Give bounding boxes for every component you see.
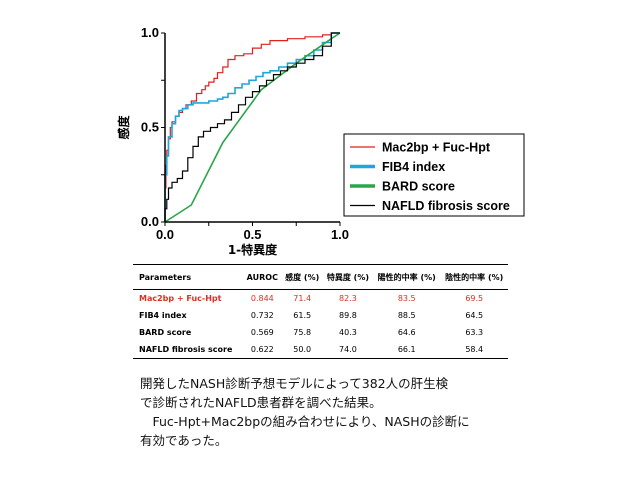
x-axis-title: 1-特異度 [228, 242, 278, 257]
roc-line-4 [164, 32, 340, 222]
row-parameter: FIB4 index [139, 311, 187, 320]
caption-line: 有効であった。 [140, 433, 228, 448]
y-tick-label: 0.5 [141, 120, 159, 135]
row-npv: 58.4 [465, 345, 484, 354]
legend-label: BARD score [382, 180, 455, 194]
row-specificity: 74.0 [339, 345, 357, 354]
roc-line-1 [164, 32, 340, 222]
row-auroc: 0.732 [250, 311, 274, 320]
legend-label: FIB4 index [382, 160, 445, 174]
row-auroc: 0.569 [250, 328, 274, 337]
roc-line-2 [164, 32, 340, 222]
caption-line: で診断されたNAFLD患者群を調べた結果。 [140, 395, 382, 410]
x-tick-label: 0.5 [243, 227, 261, 242]
legend-label: NAFLD fibrosis score [382, 199, 510, 213]
row-sensitivity: 75.8 [293, 328, 312, 337]
row-specificity: 89.8 [339, 311, 357, 320]
y-tick-label: 0.0 [141, 214, 159, 229]
row-sensitivity: 50.0 [293, 345, 312, 354]
row-ppv: 64.6 [397, 328, 416, 337]
row-sensitivity: 61.5 [293, 311, 312, 320]
x-tick-label: 1.0 [331, 227, 349, 242]
caption-line: Fuc-Hpt+Mac2bpの組み合わせにより、NASHの診断に [140, 414, 470, 429]
y-axis-title: 感度 [116, 115, 131, 140]
header-npv: 陰性的中率 (%) [445, 272, 504, 282]
legend: Mac2bp + Fuc-Hpt FIB4 index BARD score NAFL… [343, 133, 525, 217]
row-specificity: 82.3 [339, 294, 357, 303]
table-row: Mac2bp + Fuc-Hpt 0.844 71.4 82.3 83.5 69… [133, 290, 508, 308]
plot-area [164, 32, 341, 223]
table-row: NAFLD fibrosis score 0.622 50.0 74.0 66.… [133, 341, 508, 359]
x-tick-label: 0.0 [156, 227, 174, 242]
header-specificity: 特異度 (%) [326, 272, 369, 282]
header-auroc: AUROC [246, 272, 278, 282]
row-specificity: 40.3 [339, 328, 357, 337]
axes: 0.0 0.5 1.0 0.0 0.5 1.0 1-特異度 感度 [116, 25, 349, 257]
row-parameter: BARD score [139, 328, 192, 337]
header-parameters: Parameters [139, 272, 192, 282]
caption-line: 開発したNASH診断予想モデルによって382人の肝生検 [140, 376, 449, 391]
roc-chart: 0.0 0.5 1.0 0.0 0.5 1.0 1-特異度 感度 Mac2bp + Fuc-H… [116, 25, 525, 257]
roc-line-3 [164, 32, 341, 223]
row-ppv: 83.5 [397, 294, 416, 303]
table-row: FIB4 index 0.732 61.5 89.8 88.5 64.5 [133, 307, 508, 324]
row-npv: 64.5 [465, 311, 484, 320]
row-npv: 63.3 [465, 328, 484, 337]
performance-table: Parameters AUROC 感度 (%) 特異度 (%) 陽性的中率 (%… [133, 264, 508, 359]
row-ppv: 66.1 [397, 345, 416, 354]
table-header-row: Parameters AUROC 感度 (%) 特異度 (%) 陽性的中率 (%… [133, 264, 508, 290]
row-ppv: 88.5 [397, 311, 416, 320]
header-sensitivity: 感度 (%) [285, 272, 320, 282]
caption: 開発したNASH診断予想モデルによって382人の肝生検 で診断されたNAFLD患… [140, 374, 540, 450]
row-auroc: 0.844 [250, 294, 274, 303]
row-auroc: 0.622 [250, 345, 274, 354]
legend-label: Mac2bp + Fuc-Hpt [382, 141, 491, 155]
row-parameter: Mac2bp + Fuc-Hpt [139, 294, 222, 303]
row-sensitivity: 71.4 [293, 294, 312, 303]
y-tick-label: 1.0 [141, 25, 159, 40]
row-npv: 69.5 [465, 294, 484, 303]
table-row: BARD score 0.569 75.8 40.3 64.6 63.3 [133, 324, 508, 341]
legend-box [343, 133, 525, 217]
row-parameter: NAFLD fibrosis score [139, 345, 233, 354]
header-ppv: 陽性的中率 (%) [377, 272, 436, 282]
